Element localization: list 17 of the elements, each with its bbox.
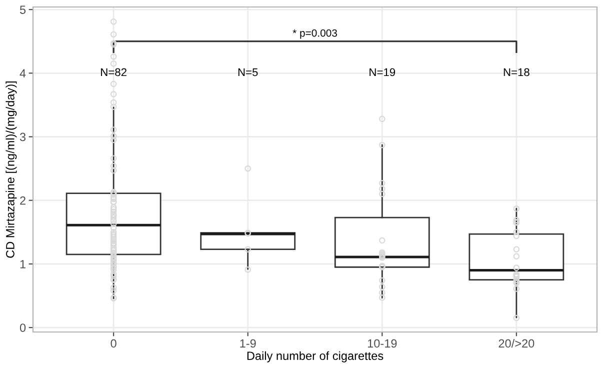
y-tick-label: 1 (20, 260, 26, 268)
y-tick-label: 4 (20, 69, 26, 78)
x-axis-title: Daily number of cigarettes (247, 351, 384, 362)
annotation: * p=0.003 (292, 29, 337, 39)
x-tick-label: 10-19 (368, 339, 397, 348)
x-tick-label: 20/>20 (498, 338, 534, 348)
y-tick-label: 2 (20, 196, 26, 205)
annotation: N=19 (370, 68, 396, 76)
annotation: N=18 (504, 68, 530, 76)
x-tick-label: 1-9 (240, 339, 256, 348)
y-tick-label: 0 (20, 324, 26, 332)
annotation: N=82 (101, 68, 126, 76)
annotation: N=5 (238, 68, 258, 76)
x-tick-label: 0 (110, 339, 116, 348)
y-axis-title: CD Mirtazapine [(ng/ml)/(mg/day)] (6, 81, 17, 258)
y-tick-label: 3 (20, 132, 26, 142)
y-tick-label: 5 (20, 6, 26, 14)
